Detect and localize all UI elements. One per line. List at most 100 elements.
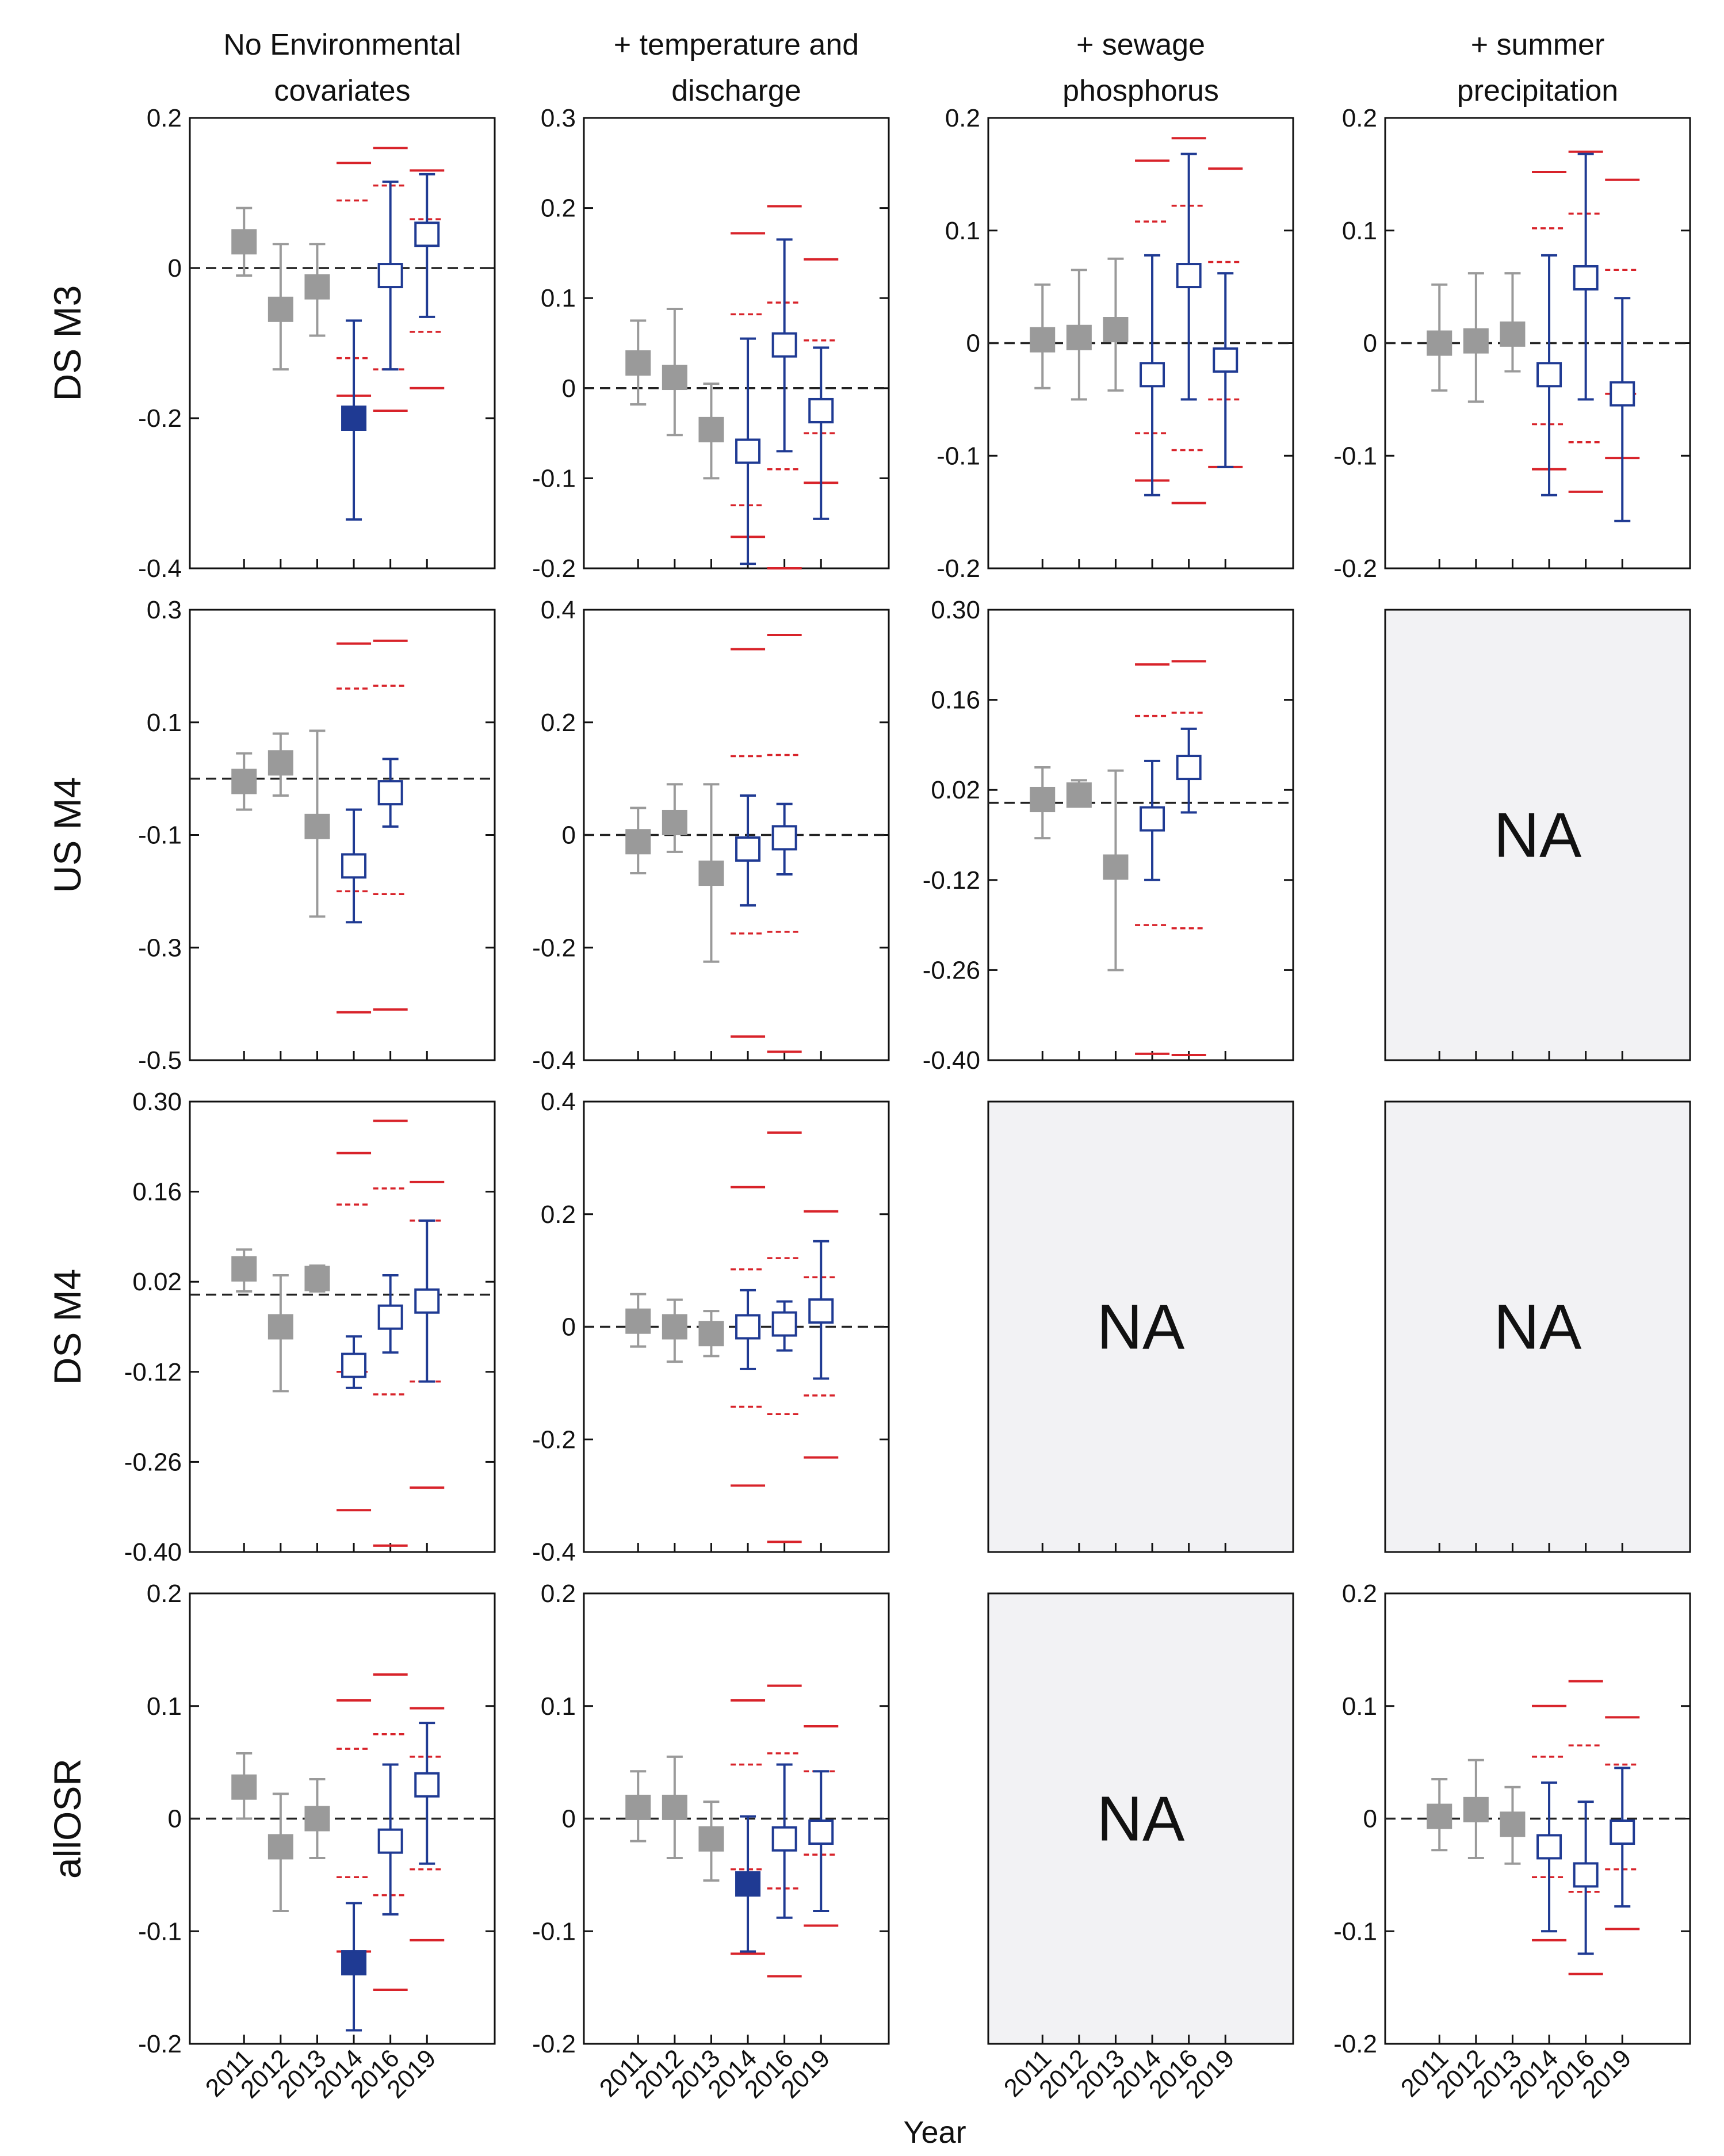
data-point-marker — [1610, 381, 1635, 407]
data-point-marker — [698, 416, 724, 442]
data-point-marker — [1213, 347, 1238, 373]
data-point-marker — [625, 829, 651, 855]
na-label: NA — [1494, 1292, 1582, 1363]
y-tick-label: 0.2 — [541, 1580, 576, 1608]
panel-1-0: 0.3 0.1 -0.1 -0.3 -0.5 — [138, 596, 496, 1075]
panel-frame — [1384, 609, 1691, 1061]
data-point-marker — [662, 809, 687, 835]
row-label: DS M4 — [46, 1269, 89, 1385]
panel-frame — [1384, 1100, 1691, 1553]
data-point-marker — [662, 1794, 687, 1820]
column-title: covariates — [274, 74, 411, 108]
y-tick-label: 0.4 — [541, 596, 576, 624]
y-tick-label: 0 — [168, 254, 182, 282]
y-tick-label: -0.2 — [1333, 2030, 1377, 2058]
y-tick-label: 0.3 — [147, 596, 182, 624]
data-point-marker — [1066, 782, 1092, 808]
panel-1-2: 0.30 0.16 0.02 -0.12 -0.26 -0.40 — [923, 596, 1294, 1075]
y-tick-label: 0 — [1363, 1805, 1377, 1833]
data-point-marker — [1066, 324, 1092, 350]
data-point-marker — [771, 1311, 797, 1337]
data-point-marker — [1030, 786, 1056, 812]
y-tick-label: 0.02 — [132, 1268, 182, 1296]
na-panel-2-3: NA — [1384, 1100, 1691, 1553]
data-point-marker — [698, 1321, 724, 1347]
y-tick-label: 0.2 — [147, 1580, 182, 1608]
data-point-marker — [735, 1314, 761, 1340]
y-tick-label: -0.2 — [532, 555, 576, 583]
y-tick-label: -0.1 — [532, 1917, 576, 1945]
y-tick-label: -0.1 — [138, 1917, 182, 1945]
data-point-marker — [771, 1826, 797, 1852]
y-tick-label: -0.2 — [532, 2030, 576, 2058]
data-point-marker — [1103, 854, 1129, 880]
y-tick-label: 0.1 — [147, 709, 182, 737]
data-point-marker — [735, 438, 761, 464]
data-point-marker — [1427, 330, 1452, 356]
data-point-marker — [341, 406, 367, 431]
y-tick-label: -0.5 — [138, 1046, 182, 1075]
y-tick-label: 0.1 — [1342, 217, 1377, 245]
data-point-marker — [267, 750, 293, 776]
y-tick-label: -0.12 — [124, 1358, 182, 1386]
y-tick-label: 0.16 — [931, 686, 980, 714]
y-tick-label: 0 — [966, 330, 980, 358]
na-label: NA — [1494, 800, 1582, 871]
y-tick-label: -0.26 — [124, 1448, 182, 1476]
y-tick-label: -0.4 — [532, 1538, 576, 1566]
data-point-marker — [231, 769, 257, 794]
y-tick-label: -0.1 — [532, 464, 576, 492]
y-tick-label: 0.2 — [147, 104, 182, 132]
y-tick-label: 0.30 — [931, 596, 980, 624]
data-point-marker — [1427, 1803, 1452, 1829]
na-label: NA — [1097, 1292, 1185, 1363]
column-title: phosphorus — [1062, 74, 1219, 108]
y-tick-label: 0 — [562, 1313, 576, 1341]
y-tick-label: -0.2 — [138, 404, 182, 433]
data-point-marker — [231, 1256, 257, 1282]
panel-frame — [189, 1100, 496, 1553]
data-point-marker — [1103, 317, 1129, 343]
y-tick-label: 0 — [562, 374, 576, 403]
y-tick-label: 0.2 — [541, 194, 576, 223]
data-point-marker — [662, 365, 687, 391]
panel-0-3: 0.2 0.1 0 -0.1 -0.2 — [1333, 104, 1691, 583]
panel-frame — [987, 609, 1294, 1061]
y-tick-label: 0.2 — [1342, 104, 1377, 132]
data-point-marker — [1500, 321, 1526, 347]
y-tick-label: 0 — [168, 1805, 182, 1833]
data-point-marker — [808, 1819, 834, 1845]
panel-2-1: 0.4 0.2 0 -0.2 -0.4 — [532, 1088, 890, 1566]
y-tick-label: -0.4 — [532, 1046, 576, 1075]
y-tick-label: -0.1 — [1333, 1917, 1377, 1945]
y-tick-label: -0.4 — [138, 555, 182, 583]
data-point-marker — [808, 1298, 834, 1324]
data-point-marker — [414, 221, 440, 247]
data-point-marker — [341, 853, 367, 879]
data-point-marker — [1610, 1819, 1635, 1845]
data-point-marker — [267, 1314, 293, 1340]
y-tick-label: 0 — [562, 821, 576, 850]
row-label: US M4 — [46, 777, 89, 893]
y-tick-label: -0.12 — [923, 866, 980, 894]
panel-2-0: 0.30 0.16 0.02 -0.12 -0.26 -0.40 — [124, 1088, 496, 1566]
data-point-marker — [1140, 362, 1165, 388]
panel-frame — [987, 1100, 1294, 1553]
y-tick-label: 0.30 — [132, 1088, 182, 1116]
y-tick-label: 0.2 — [541, 1201, 576, 1229]
x-axis-label: Year — [903, 2115, 966, 2150]
y-tick-label: 0.1 — [945, 217, 980, 245]
data-point-marker — [267, 1834, 293, 1860]
y-tick-label: 0.1 — [1342, 1692, 1377, 1721]
data-point-marker — [771, 332, 797, 358]
row-label: allOSR — [46, 1759, 89, 1879]
data-point-marker — [1140, 806, 1165, 832]
column-title: discharge — [671, 74, 801, 108]
y-tick-label: -0.40 — [124, 1538, 182, 1566]
data-point-marker — [1176, 755, 1202, 781]
column-title: + summer — [1471, 28, 1605, 62]
data-point-marker — [735, 1871, 761, 1897]
y-tick-label: -0.1 — [138, 821, 182, 850]
panel-frame — [987, 1592, 1294, 2045]
